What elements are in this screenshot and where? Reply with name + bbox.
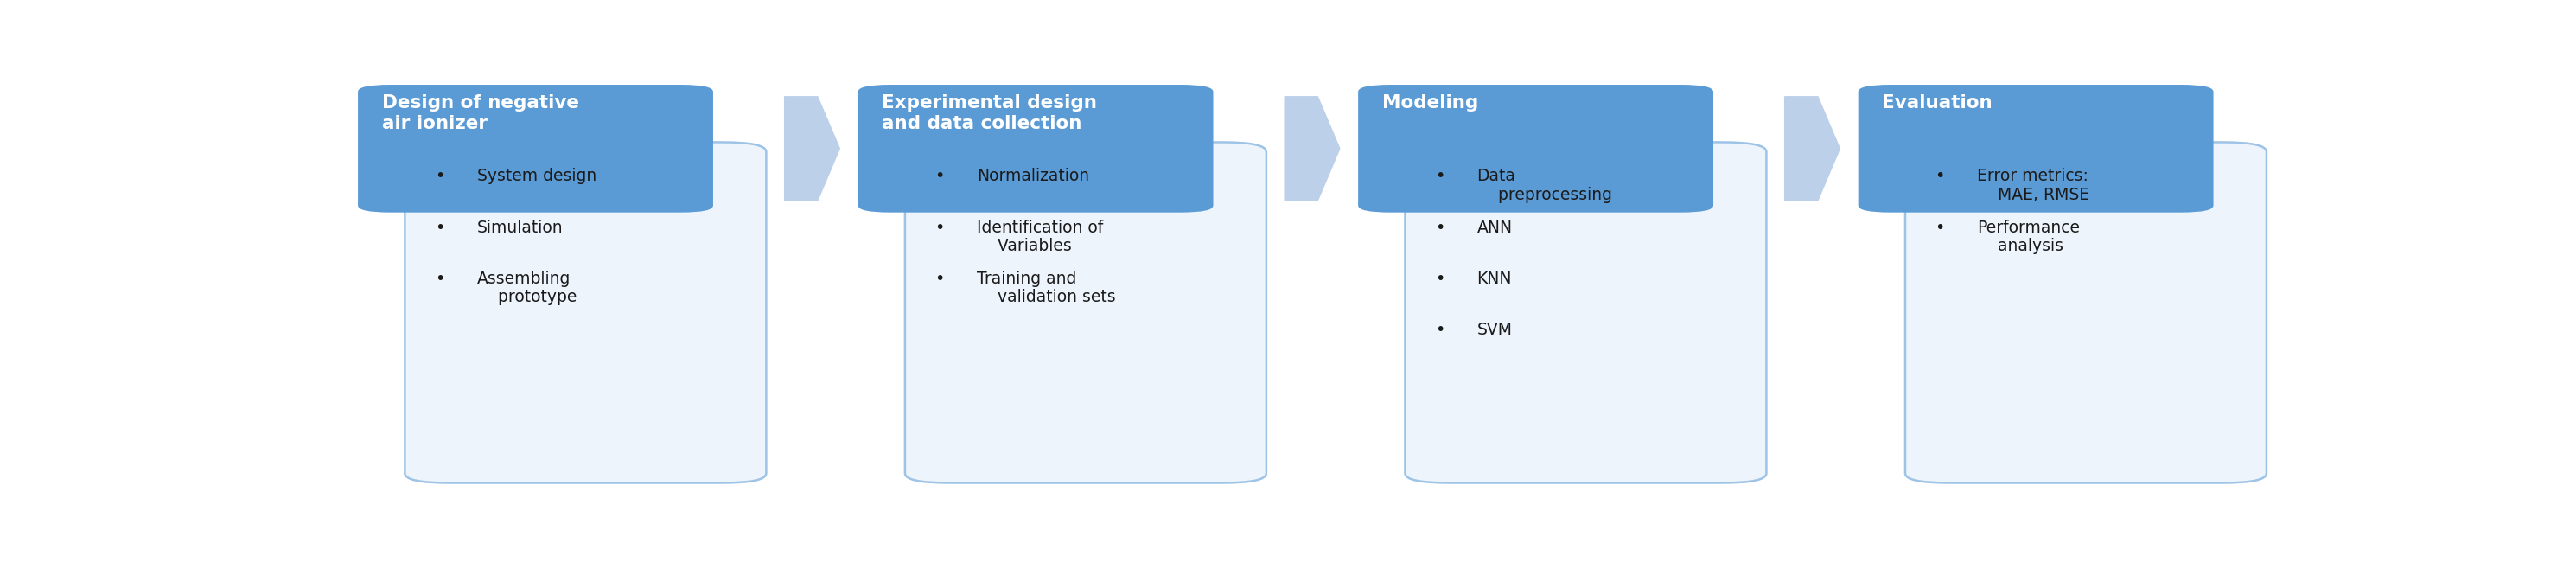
Text: •: • [435,270,446,287]
Text: •: • [935,168,945,184]
FancyBboxPatch shape [858,85,1213,212]
Polygon shape [786,97,840,201]
Polygon shape [1785,97,1839,201]
Text: •: • [1435,270,1445,287]
Text: Modeling: Modeling [1383,94,1479,112]
Text: •: • [935,219,945,235]
FancyBboxPatch shape [904,142,1267,483]
Text: Simulation: Simulation [477,219,564,235]
Text: •: • [435,219,446,235]
FancyBboxPatch shape [1906,142,2267,483]
Text: •: • [1435,321,1445,338]
Text: •: • [1935,219,1945,235]
Text: •: • [1935,168,1945,184]
Text: System design: System design [477,168,595,184]
Text: Error metrics:
    MAE, RMSE: Error metrics: MAE, RMSE [1976,168,2089,203]
Text: •: • [1435,219,1445,235]
Text: ANN: ANN [1476,219,1512,235]
Text: •: • [935,270,945,287]
Text: •: • [435,168,446,184]
FancyBboxPatch shape [404,142,765,483]
FancyBboxPatch shape [358,85,714,212]
Text: KNN: KNN [1476,270,1512,287]
Text: Experimental design
and data collection: Experimental design and data collection [881,94,1097,132]
Text: Evaluation: Evaluation [1883,94,1991,112]
FancyBboxPatch shape [1857,85,2213,212]
Text: Training and
    validation sets: Training and validation sets [976,270,1115,305]
Polygon shape [1285,97,1340,201]
Text: Design of negative
air ionizer: Design of negative air ionizer [381,94,580,132]
Text: Performance
    analysis: Performance analysis [1976,219,2079,254]
FancyBboxPatch shape [1404,142,1767,483]
Text: Normalization: Normalization [976,168,1090,184]
Text: SVM: SVM [1476,321,1512,338]
Text: Assembling
    prototype: Assembling prototype [477,270,577,305]
FancyBboxPatch shape [1358,85,1713,212]
Text: Data
    preprocessing: Data preprocessing [1476,168,1613,203]
Text: Identification of
    Variables: Identification of Variables [976,219,1103,254]
Text: •: • [1435,168,1445,184]
